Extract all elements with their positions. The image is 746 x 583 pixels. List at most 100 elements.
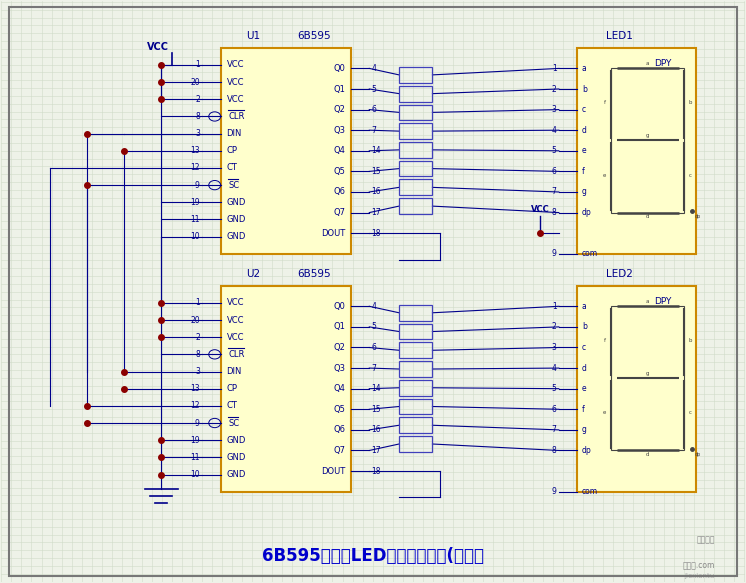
Text: GND: GND [227, 470, 246, 479]
Text: 2: 2 [552, 322, 557, 331]
Text: CP: CP [227, 146, 237, 155]
Text: GND: GND [227, 198, 246, 207]
Text: 16: 16 [372, 426, 381, 434]
Text: 20: 20 [190, 78, 200, 87]
Text: 2: 2 [195, 333, 200, 342]
Text: Q2: Q2 [333, 343, 345, 352]
Text: 7: 7 [552, 188, 557, 196]
Bar [399, 67, 433, 83]
Text: 9: 9 [195, 181, 200, 189]
Text: dp: dp [582, 208, 592, 217]
Text: VCC: VCC [531, 205, 550, 214]
Bar [221, 48, 351, 254]
Bar [399, 104, 433, 120]
Text: 3: 3 [552, 343, 557, 352]
Text: 6B595驱动的LED显示电路设计(共阳）: 6B595驱动的LED显示电路设计(共阳） [262, 546, 484, 564]
Text: GND: GND [227, 436, 246, 445]
Text: b: b [689, 100, 692, 106]
Text: 10: 10 [190, 232, 200, 241]
Text: 1: 1 [195, 298, 200, 307]
Text: 8: 8 [195, 112, 200, 121]
Text: U1: U1 [246, 31, 260, 41]
Text: e: e [603, 173, 606, 178]
Bar [399, 161, 433, 177]
Text: d: d [582, 126, 586, 135]
Text: DOUT: DOUT [322, 466, 345, 476]
Text: Q6: Q6 [333, 426, 345, 434]
Text: 7: 7 [372, 126, 377, 135]
Text: DIN: DIN [227, 367, 242, 376]
Text: CP: CP [227, 384, 237, 393]
Text: DPY: DPY [654, 297, 671, 306]
Text: 13: 13 [190, 146, 200, 155]
Text: 9: 9 [195, 419, 200, 427]
Text: 1: 1 [552, 64, 557, 73]
Text: DIN: DIN [227, 129, 242, 138]
Text: 5: 5 [552, 146, 557, 155]
Text: 15: 15 [372, 167, 381, 176]
Text: dp: dp [695, 452, 701, 457]
Bar [577, 48, 696, 254]
Text: 6: 6 [372, 105, 377, 114]
Text: dp: dp [582, 446, 592, 455]
Text: Q7: Q7 [333, 208, 345, 217]
Text: 3: 3 [195, 367, 200, 376]
Text: 9: 9 [552, 487, 557, 496]
Text: c: c [689, 410, 692, 416]
Text: 18: 18 [372, 229, 381, 238]
Text: f: f [604, 100, 606, 106]
Text: 5: 5 [372, 322, 377, 331]
Text: 12: 12 [190, 163, 200, 173]
Text: 2: 2 [552, 85, 557, 93]
Text: Q3: Q3 [333, 364, 345, 373]
Text: b: b [582, 322, 586, 331]
Text: e: e [582, 384, 586, 393]
Bar [399, 380, 433, 396]
Text: 8: 8 [552, 446, 557, 455]
Text: 18: 18 [372, 466, 381, 476]
Text: com: com [582, 250, 598, 258]
Text: 2: 2 [195, 95, 200, 104]
Text: 接线图.com: 接线图.com [683, 561, 715, 570]
Text: b: b [689, 338, 692, 343]
Text: e: e [582, 146, 586, 155]
Text: 12: 12 [190, 401, 200, 410]
Bar [399, 86, 433, 101]
Text: 16: 16 [372, 188, 381, 196]
Text: 5: 5 [372, 85, 377, 93]
Text: Q3: Q3 [333, 126, 345, 135]
Text: Q0: Q0 [333, 64, 345, 73]
Text: 4: 4 [552, 126, 557, 135]
Text: Q2: Q2 [333, 105, 345, 114]
Text: Q5: Q5 [333, 405, 345, 414]
Text: VCC: VCC [147, 42, 169, 52]
Text: GND: GND [227, 232, 246, 241]
Text: 6: 6 [552, 167, 557, 176]
Text: CT: CT [227, 163, 237, 173]
Bar [399, 342, 433, 358]
Text: a: a [582, 302, 586, 311]
Text: VCC: VCC [227, 333, 244, 342]
Text: LED1: LED1 [606, 31, 633, 41]
Text: f: f [604, 338, 606, 343]
Text: c: c [582, 343, 586, 352]
Text: 19: 19 [190, 198, 200, 207]
Text: 17: 17 [372, 446, 381, 455]
Bar [399, 123, 433, 139]
Text: 5: 5 [552, 384, 557, 393]
Text: Q4: Q4 [333, 146, 345, 155]
Text: 6B595: 6B595 [298, 31, 331, 41]
Text: 8: 8 [552, 208, 557, 217]
Text: VCC: VCC [227, 298, 244, 307]
Text: Q0: Q0 [333, 302, 345, 311]
Text: g: g [646, 371, 649, 376]
Text: VCC: VCC [227, 61, 244, 69]
Bar [399, 361, 433, 377]
Text: 10: 10 [190, 470, 200, 479]
Bar [399, 436, 433, 452]
Text: 14: 14 [372, 146, 381, 155]
Text: 6: 6 [372, 343, 377, 352]
Text: Q1: Q1 [333, 85, 345, 93]
Text: d: d [582, 364, 586, 373]
Bar [399, 180, 433, 195]
